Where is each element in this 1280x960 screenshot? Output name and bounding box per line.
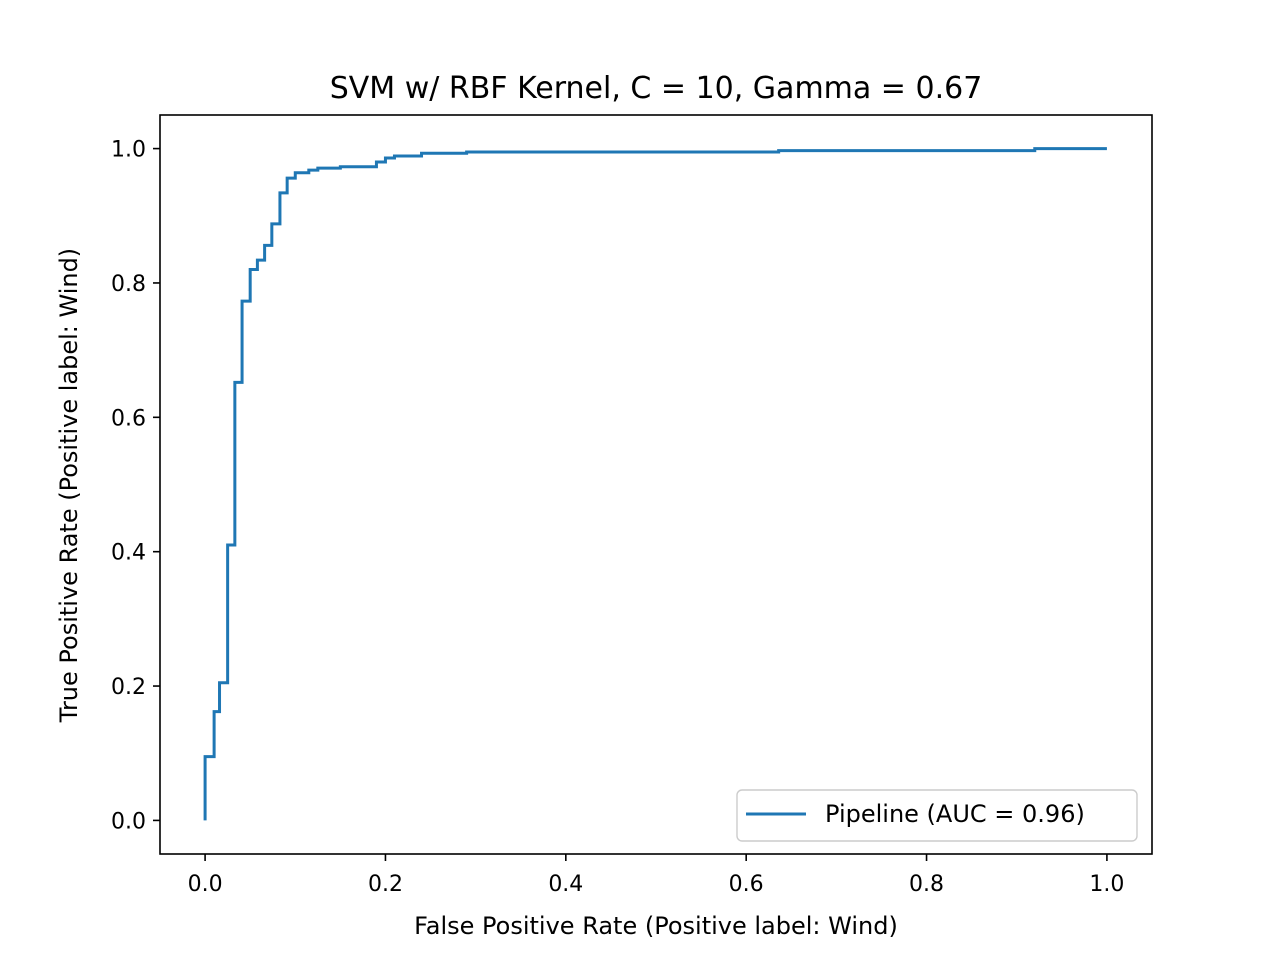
x-axis-label: False Positive Rate (Positive label: Win… [414,912,898,940]
y-tick-label: 0.6 [111,406,146,431]
x-tick-label: 0.2 [368,872,403,897]
y-tick-label: 0.8 [111,272,146,297]
y-tick-label: 1.0 [111,138,146,163]
legend-box [736,789,1138,842]
y-tick-label: 0.2 [111,675,146,700]
y-axis-ticks: 0.0 0.2 0.4 0.6 0.8 1.0 [111,138,160,834]
x-tick-label: 0.8 [909,872,944,897]
legend-entry-pipeline: Pipeline (AUC = 0.96) [825,800,1085,828]
x-tick-label: 1.0 [1089,872,1124,897]
roc-curve-pipeline [203,147,1107,821]
axes-frame [159,114,1153,855]
plot-area [159,114,1153,855]
x-tick-label: 0.0 [188,872,223,897]
series-layer [203,147,1107,821]
legend: Pipeline (AUC = 0.96) [736,789,1138,842]
y-axis-label: True Positive Rate (Positive label: Wind… [55,248,83,723]
x-axis-ticks: 0.0 0.2 0.4 0.6 0.8 1.0 [188,854,1124,897]
x-tick-label: 0.4 [548,872,583,897]
y-tick-label: 0.0 [111,809,146,834]
chart-title: SVM w/ RBF Kernel, C = 10, Gamma = 0.67 [330,71,983,106]
y-tick-label: 0.4 [111,541,146,566]
x-tick-label: 0.6 [729,872,764,897]
